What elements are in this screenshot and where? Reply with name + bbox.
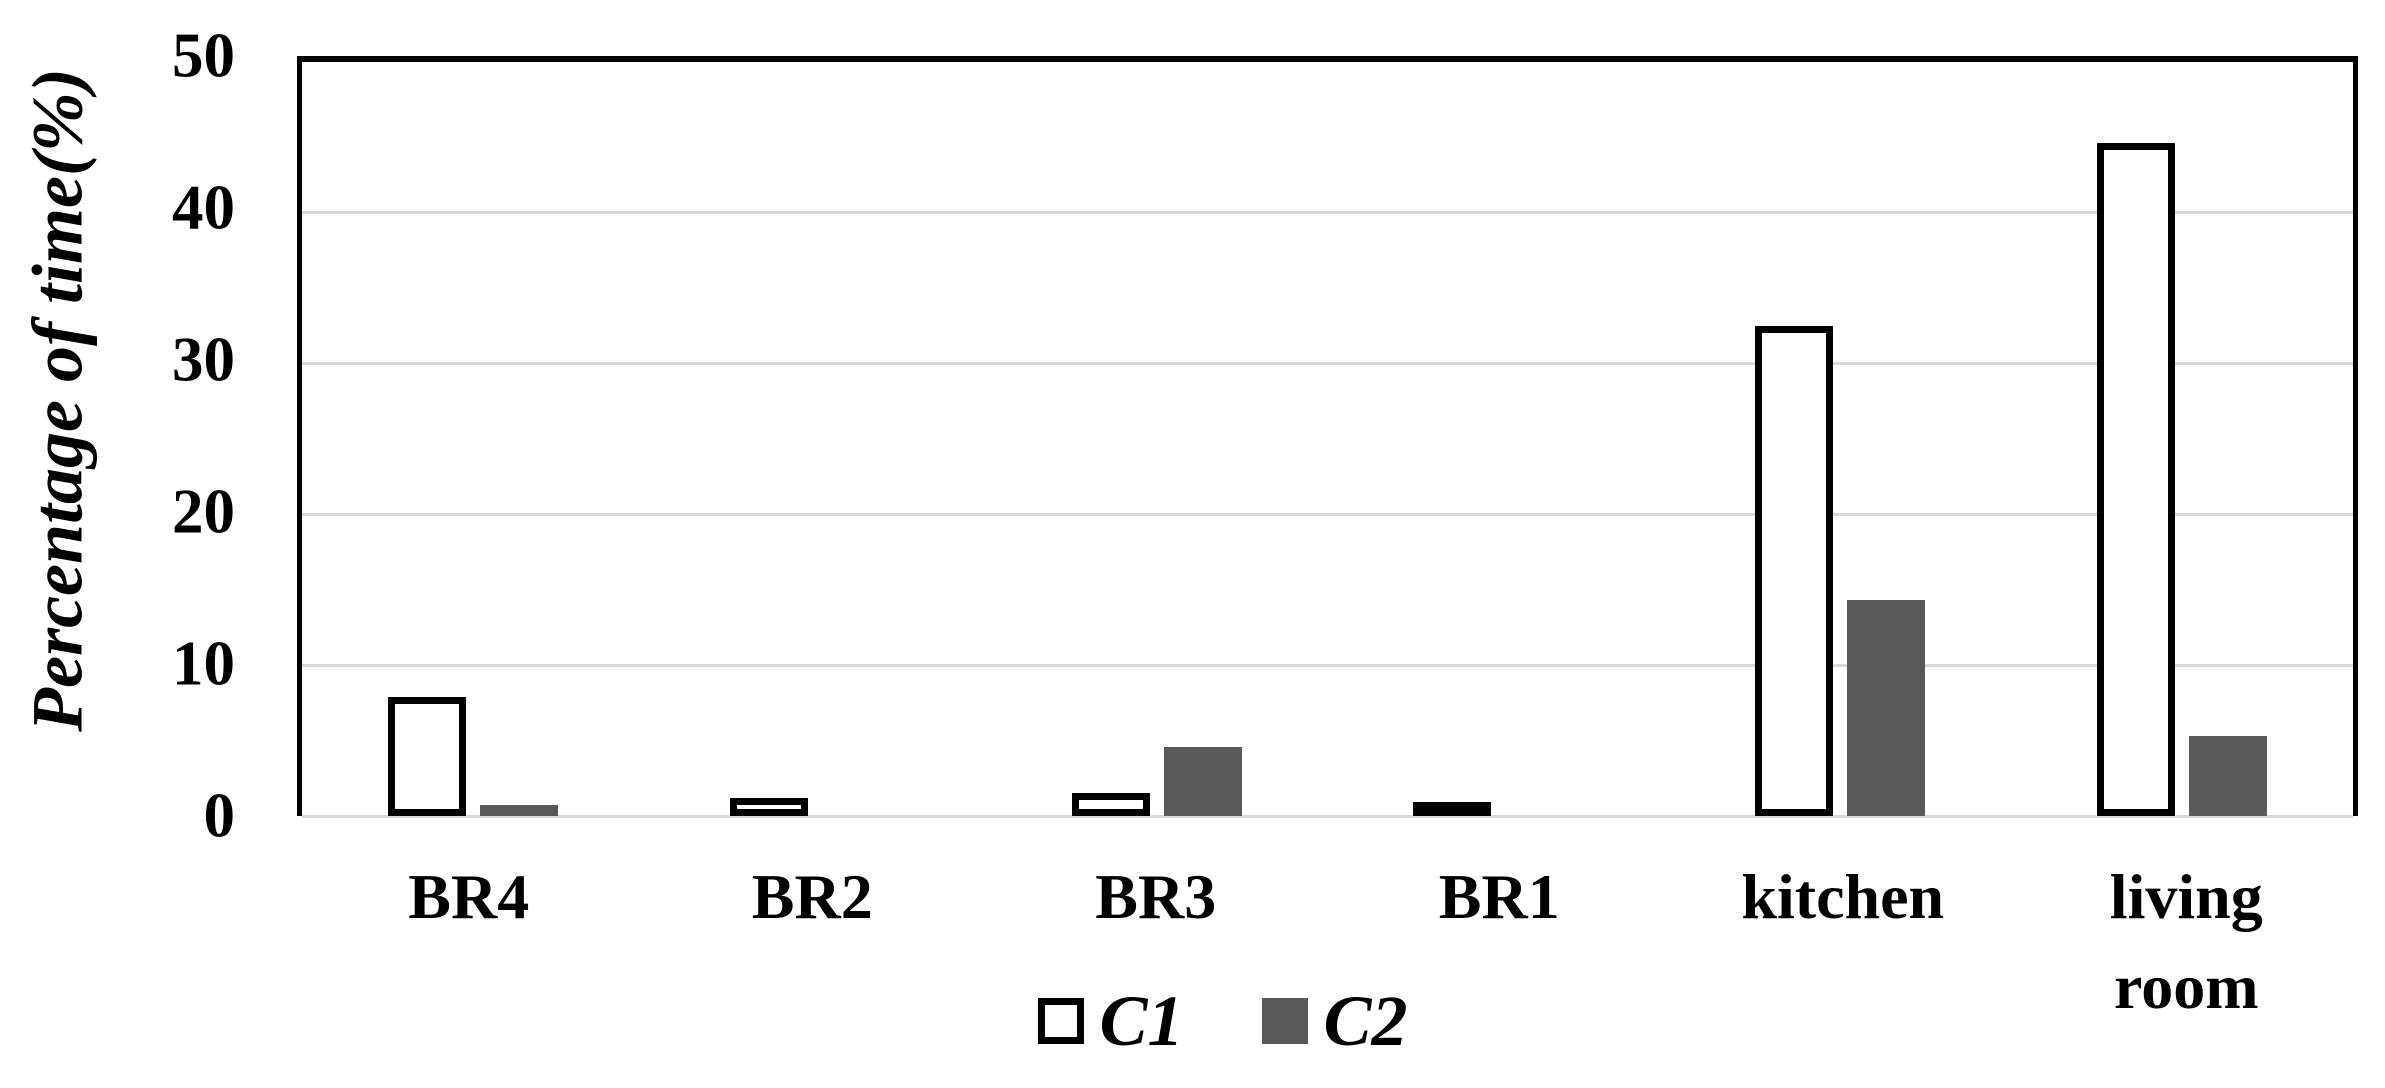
x-axis-label-br1: BR1 bbox=[1438, 861, 1560, 932]
x-label-cell-br1: BR1 bbox=[1328, 852, 1672, 942]
bar-c1-living-room bbox=[2097, 143, 2176, 816]
y-axis-tick-labels: 0 10 20 30 40 50 bbox=[0, 24, 240, 847]
legend-swatch-c1 bbox=[1037, 998, 1084, 1044]
bar-c2-br3 bbox=[1163, 746, 1242, 816]
bar-c2-living-room bbox=[2189, 736, 2268, 816]
bar-c1-br4 bbox=[387, 696, 466, 816]
legend-label-c2: C2 bbox=[1323, 981, 1408, 1061]
bar-group-br1 bbox=[1327, 62, 1669, 816]
legend-label-c1: C1 bbox=[1099, 981, 1184, 1061]
x-axis-label-br3: BR3 bbox=[1095, 861, 1217, 932]
y-tick-label-20: 20 bbox=[172, 476, 235, 547]
x-label-cell-br4: BR4 bbox=[297, 852, 641, 942]
x-axis-label-living-room: living room bbox=[2109, 861, 2263, 1022]
legend-item-c1: C1 bbox=[1037, 981, 1184, 1061]
gridline-0 bbox=[302, 814, 2353, 818]
x-axis-label-kitchen: kitchen bbox=[1741, 861, 1945, 932]
x-label-cell-living-room: living room bbox=[2015, 852, 2359, 1031]
bar-c1-br1 bbox=[1413, 802, 1492, 816]
bars-layer bbox=[302, 62, 2353, 816]
gridlines-layer bbox=[302, 62, 2353, 818]
legend-item-c2: C2 bbox=[1261, 981, 1408, 1061]
bar-group-br3 bbox=[986, 62, 1328, 816]
bar-group-br4 bbox=[302, 62, 644, 816]
bar-c2-kitchen bbox=[1847, 600, 1926, 816]
bar-group-br2 bbox=[644, 62, 986, 816]
x-axis-labels: BR4 BR2 BR3 BR1 kitchen living room bbox=[297, 852, 2358, 1031]
bar-c2-br4 bbox=[479, 805, 558, 816]
legend-swatch-c2 bbox=[1261, 998, 1308, 1044]
y-tick-label-40: 40 bbox=[172, 172, 235, 243]
x-label-cell-br2: BR2 bbox=[641, 852, 985, 942]
gridline-40 bbox=[302, 211, 2353, 215]
bar-c1-kitchen bbox=[1755, 325, 1834, 816]
y-tick-label-0: 0 bbox=[203, 780, 236, 851]
y-tick-label-50: 50 bbox=[172, 20, 235, 91]
bar-c1-br3 bbox=[1071, 793, 1150, 816]
x-label-cell-kitchen: kitchen bbox=[1671, 852, 2015, 942]
legend: C1 C2 bbox=[1037, 981, 1408, 1061]
bar-group-living-room bbox=[2011, 62, 2353, 816]
y-tick-label-10: 10 bbox=[172, 628, 235, 699]
gridline-20 bbox=[302, 512, 2353, 516]
gridline-10 bbox=[302, 663, 2353, 667]
bar-group-kitchen bbox=[1669, 62, 2011, 816]
plot-area bbox=[297, 56, 2358, 818]
x-axis-label-br2: BR2 bbox=[751, 861, 873, 932]
y-tick-label-30: 30 bbox=[172, 324, 235, 395]
x-label-cell-br3: BR3 bbox=[984, 852, 1328, 942]
x-axis-label-br4: BR4 bbox=[408, 861, 530, 932]
gridline-30 bbox=[302, 362, 2353, 366]
bar-c1-br2 bbox=[729, 797, 808, 816]
